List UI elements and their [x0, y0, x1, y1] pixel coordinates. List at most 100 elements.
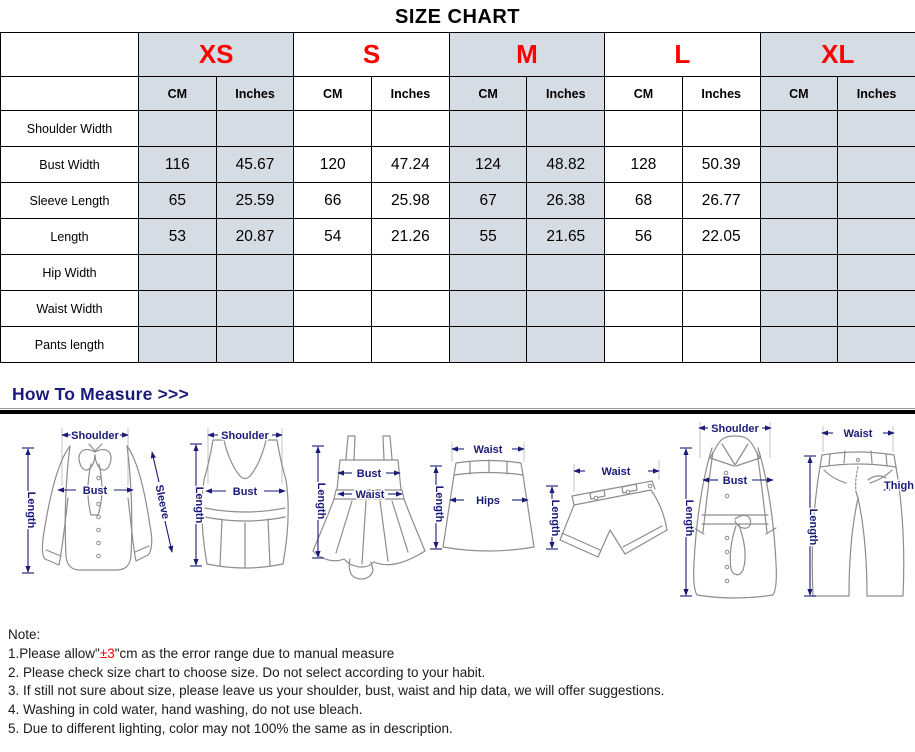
cell: 22.05	[681, 218, 761, 255]
cell: 21.65	[526, 218, 606, 255]
row-label: Sleeve Length	[0, 182, 139, 219]
cell	[293, 254, 373, 291]
cell: 54	[293, 218, 373, 255]
cell: 65	[138, 182, 217, 219]
cell: 53	[138, 218, 217, 255]
cell	[759, 290, 839, 327]
note-text: "cm as the error range due to manual mea…	[114, 645, 395, 661]
cell: 26.38	[526, 182, 606, 219]
unit-header-row: CM Inches CM Inches CM Inches CM Inches …	[0, 76, 915, 111]
cell: 116	[138, 146, 217, 183]
cell	[837, 290, 915, 327]
cell	[138, 110, 217, 147]
measure-label: Waist	[844, 428, 873, 440]
cell	[293, 290, 373, 327]
cell	[604, 290, 683, 327]
unit-cell: Inches	[215, 76, 295, 111]
row-label: Waist Width	[0, 290, 139, 327]
cell	[837, 182, 915, 219]
cell	[448, 254, 528, 291]
note-item-5: 5. Due to different lighting, color may …	[8, 720, 453, 736]
cell	[604, 110, 683, 147]
measure-label: Length	[433, 486, 445, 523]
cell: 66	[293, 182, 373, 219]
row-label: Shoulder Width	[0, 110, 139, 147]
unit-cell: CM	[138, 76, 217, 111]
cell	[604, 326, 683, 363]
unit-cell: CM	[604, 76, 683, 111]
cell	[837, 326, 915, 363]
divider	[0, 408, 915, 414]
cell	[759, 326, 839, 363]
cell	[293, 326, 373, 363]
measure-label: Shoulder	[221, 430, 269, 442]
size-header-m: M	[448, 32, 606, 77]
size-table: XS S M L XL CM Inches CM Inches CM Inche…	[0, 32, 915, 363]
cell	[526, 254, 606, 291]
measure-label: Length	[193, 487, 205, 524]
cell: 48.82	[526, 146, 606, 183]
cell	[215, 110, 295, 147]
row-label: Bust Width	[0, 146, 139, 183]
cell	[138, 290, 217, 327]
how-to-measure-heading: How To Measure >>>	[12, 384, 189, 404]
measure-label: Length	[683, 500, 695, 537]
blouse-illustration: Shoulder Length Bust Sleeve	[22, 428, 174, 574]
cell	[837, 254, 915, 291]
measure-label: Thigh	[884, 480, 914, 492]
coat-illustration: Shoulder Length Bust	[680, 422, 777, 599]
unit-cell: Inches	[681, 76, 761, 111]
unit-cell: Inches	[526, 76, 606, 111]
note-text: 1.Please allow"	[8, 645, 100, 661]
table-row: Hip Width	[0, 254, 915, 291]
cell: 128	[604, 146, 683, 183]
note-item-3: 3. If still not sure about size, please …	[8, 683, 665, 699]
cell: 124	[448, 146, 528, 183]
cell	[837, 218, 915, 255]
cell	[526, 290, 606, 327]
note-item-2: 2. Please check size chart to choose siz…	[8, 664, 486, 680]
note-highlight: ±3	[99, 645, 115, 661]
row-label: Length	[0, 218, 139, 255]
cell: 47.24	[371, 146, 450, 183]
notes-section: Note: 1.Please allow"±3"cm as the error …	[8, 626, 915, 739]
skirt-illustration: Waist Length Hips	[430, 442, 535, 552]
cell	[448, 110, 528, 147]
note-item-1: 1.Please allow"±3"cm as the error range …	[8, 645, 915, 664]
measure-label: Waist	[602, 466, 631, 478]
cell	[681, 254, 761, 291]
corner-cell	[0, 32, 139, 77]
cell: 120	[293, 146, 373, 183]
shorts-illustration: Waist Length	[546, 460, 668, 558]
table-row: Bust Width 116 45.67 120 47.24 124 48.82…	[0, 146, 915, 183]
notes-title: Note:	[8, 627, 41, 642]
cell	[526, 326, 606, 363]
cell	[759, 182, 839, 219]
cell	[371, 110, 450, 147]
measure-label: Shoulder	[71, 430, 119, 442]
cell	[215, 254, 295, 291]
size-header-row: XS S M L XL	[0, 32, 915, 77]
cell	[371, 326, 450, 363]
cell	[759, 218, 839, 255]
size-header-l: L	[604, 32, 761, 77]
measure-label: Shoulder	[711, 423, 759, 435]
cell	[371, 290, 450, 327]
measure-label: Bust	[723, 475, 748, 487]
unit-cell: Inches	[837, 76, 915, 111]
cell: 25.59	[215, 182, 295, 219]
unit-cell: CM	[293, 76, 373, 111]
cell: 21.26	[371, 218, 450, 255]
cell: 20.87	[215, 218, 295, 255]
corner-cell	[0, 76, 139, 111]
cell: 26.77	[681, 182, 761, 219]
cell	[681, 326, 761, 363]
cell	[681, 110, 761, 147]
cell	[215, 326, 295, 363]
cell	[604, 254, 683, 291]
table-row: Length 53 20.87 54 21.26 55 21.65 56 22.…	[0, 218, 915, 255]
cell	[448, 326, 528, 363]
measure-label: Waist	[356, 489, 385, 501]
row-label: Pants length	[0, 326, 139, 363]
